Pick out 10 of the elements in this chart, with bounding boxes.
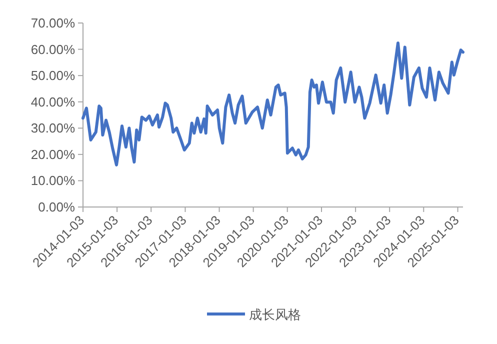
y-tick-label: 70.00% xyxy=(30,16,76,30)
y-tick-label: 20.00% xyxy=(30,146,76,162)
y-tick-label: 30.00% xyxy=(30,120,76,136)
y-tick-label: 0.00% xyxy=(38,200,76,214)
y-tick-label: 40.00% xyxy=(30,94,76,110)
legend: 成长风格 xyxy=(207,307,301,322)
y-tick-label: 50.00% xyxy=(30,68,76,84)
y-tick-label: 10.00% xyxy=(30,173,76,188)
legend-label: 成长风格 xyxy=(249,307,301,322)
y-tick-label: 60.00% xyxy=(30,42,76,57)
